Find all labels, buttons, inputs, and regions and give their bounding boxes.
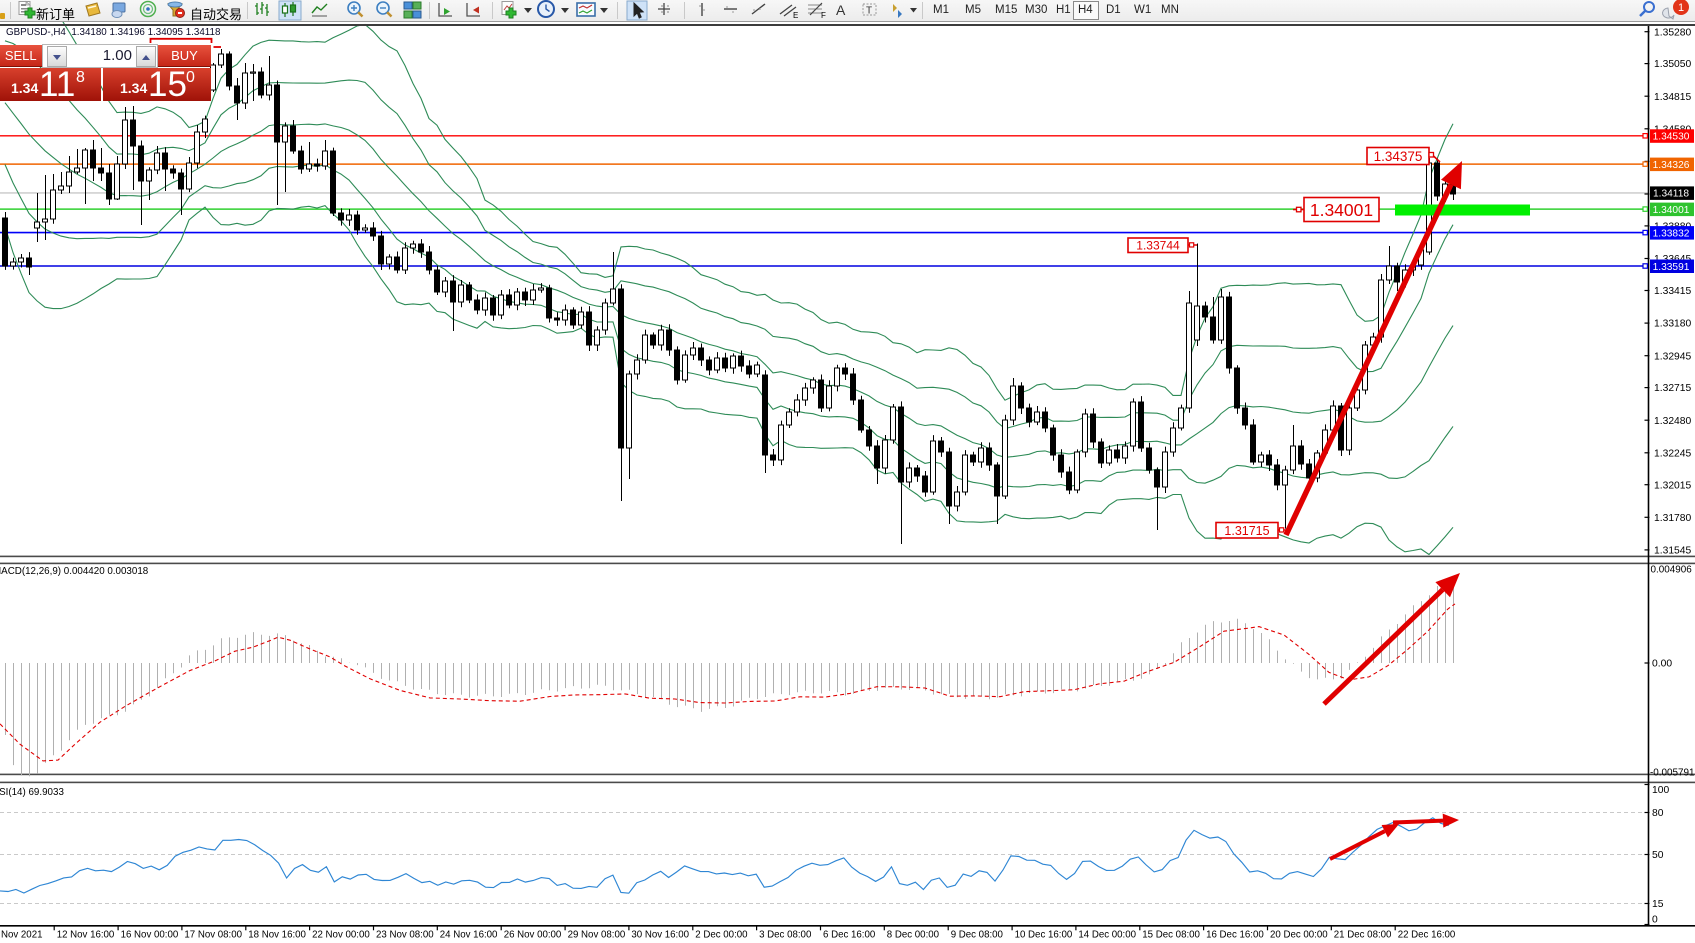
- svg-text:1.35050: 1.35050: [1654, 59, 1691, 70]
- svg-text:15: 15: [1652, 899, 1664, 910]
- svg-text:1.34375: 1.34375: [1374, 149, 1423, 164]
- svg-text:1.34815: 1.34815: [1654, 92, 1691, 103]
- svg-text:1.33591: 1.33591: [1653, 262, 1690, 273]
- svg-text:MACD(12,26,9) 0.004420 0.00301: MACD(12,26,9) 0.004420 0.003018: [0, 566, 149, 577]
- svg-text:2 Dec 00:00: 2 Dec 00:00: [695, 930, 748, 941]
- svg-text:8 Dec 00:00: 8 Dec 00:00: [887, 930, 940, 941]
- svg-text:1.33180: 1.33180: [1654, 319, 1691, 330]
- svg-text:15 Dec 08:00: 15 Dec 08:00: [1142, 930, 1200, 941]
- svg-text:1.34001: 1.34001: [1653, 205, 1690, 216]
- svg-text:1.32245: 1.32245: [1654, 448, 1691, 459]
- svg-text:1.31780: 1.31780: [1654, 513, 1691, 524]
- svg-text:50: 50: [1652, 850, 1664, 861]
- svg-text:1.34326: 1.34326: [1653, 160, 1690, 171]
- svg-text:22 Nov 00:00: 22 Nov 00:00: [312, 930, 370, 941]
- svg-text:22 Dec 16:00: 22 Dec 16:00: [1398, 930, 1456, 941]
- svg-text:18 Nov 16:00: 18 Nov 16:00: [248, 930, 306, 941]
- svg-text:1.34001: 1.34001: [1310, 200, 1373, 220]
- svg-text:100: 100: [1652, 785, 1669, 796]
- svg-text:1.31715: 1.31715: [1224, 524, 1269, 538]
- svg-text:-0.005791: -0.005791: [1650, 767, 1695, 778]
- svg-text:14 Dec 00:00: 14 Dec 00:00: [1078, 930, 1136, 941]
- svg-text:1.31545: 1.31545: [1654, 546, 1691, 557]
- svg-text:20 Dec 00:00: 20 Dec 00:00: [1270, 930, 1328, 941]
- svg-text:T: T: [866, 6, 872, 17]
- svg-text:1.32015: 1.32015: [1654, 480, 1691, 491]
- svg-text:Nov 2021: Nov 2021: [1, 930, 42, 941]
- svg-text:26 Nov 00:00: 26 Nov 00:00: [504, 930, 562, 941]
- svg-text:29 Nov 08:00: 29 Nov 08:00: [568, 930, 626, 941]
- svg-text:A: A: [836, 2, 846, 18]
- svg-text:9 Dec 08:00: 9 Dec 08:00: [951, 930, 1004, 941]
- svg-text:16 Nov 00:00: 16 Nov 00:00: [121, 930, 179, 941]
- svg-text:0: 0: [1652, 915, 1658, 926]
- svg-text:30 Nov 16:00: 30 Nov 16:00: [631, 930, 689, 941]
- svg-text:23 Nov 08:00: 23 Nov 08:00: [376, 930, 434, 941]
- svg-text:1.33832: 1.33832: [1653, 228, 1690, 239]
- svg-text:1.34530: 1.34530: [1653, 132, 1690, 143]
- svg-text:3 Dec 08:00: 3 Dec 08:00: [759, 930, 812, 941]
- svg-text:1.32480: 1.32480: [1654, 416, 1691, 427]
- svg-text:80: 80: [1652, 808, 1664, 819]
- svg-text:0.004906: 0.004906: [1651, 564, 1693, 575]
- svg-text:1.35280: 1.35280: [1654, 27, 1691, 38]
- svg-text:1.34118: 1.34118: [1653, 189, 1689, 200]
- svg-text:6 Dec 16:00: 6 Dec 16:00: [823, 930, 876, 941]
- svg-text:1: 1: [1678, 2, 1684, 14]
- svg-text:21 Dec 08:00: 21 Dec 08:00: [1334, 930, 1392, 941]
- svg-text:F: F: [821, 11, 826, 20]
- svg-text:17 Nov 08:00: 17 Nov 08:00: [184, 930, 242, 941]
- svg-text:24 Nov 16:00: 24 Nov 16:00: [440, 930, 498, 941]
- svg-text:1.32945: 1.32945: [1654, 351, 1691, 362]
- svg-text:0.00: 0.00: [1652, 659, 1672, 670]
- svg-text:12 Nov 16:00: 12 Nov 16:00: [57, 930, 115, 941]
- svg-text:1.33744: 1.33744: [1136, 239, 1180, 253]
- svg-text:1.33415: 1.33415: [1654, 286, 1691, 297]
- svg-text:GBPUSD-,H4 1.34180 1.34196 1.: GBPUSD-,H4 1.34180 1.34196 1.34095 1.341…: [6, 27, 221, 38]
- svg-text:16 Dec 16:00: 16 Dec 16:00: [1206, 930, 1264, 941]
- svg-text:RSI(14) 69.9033: RSI(14) 69.9033: [0, 787, 64, 798]
- svg-text:E: E: [793, 11, 798, 20]
- svg-text:1.32715: 1.32715: [1654, 383, 1691, 394]
- svg-text:10 Dec 16:00: 10 Dec 16:00: [1015, 930, 1073, 941]
